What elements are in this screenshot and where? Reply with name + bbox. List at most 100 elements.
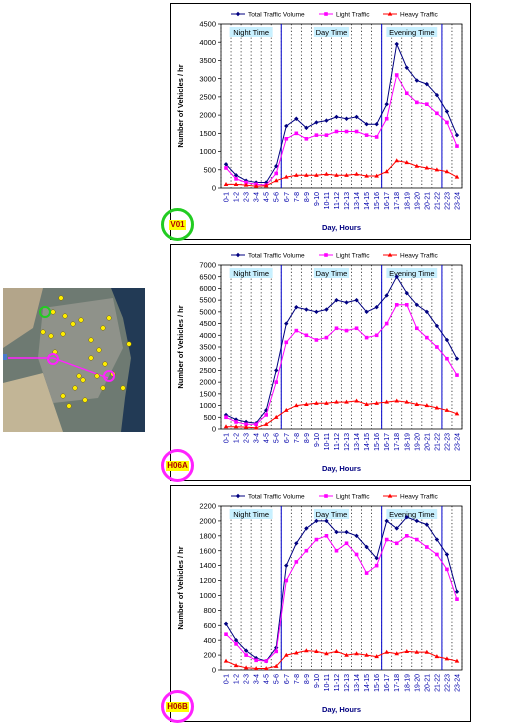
x-tick-label: 20-21 [424, 433, 431, 451]
data-point-heavy [283, 652, 289, 657]
data-point-heavy [314, 648, 319, 653]
data-point-light [384, 116, 389, 121]
x-tick-label: 20-21 [424, 674, 431, 692]
yellow-station-icon [60, 331, 66, 337]
series-light [224, 73, 459, 187]
x-tick-label: 17-18 [394, 674, 401, 692]
legend-label-heavy: Heavy Traffic [400, 253, 439, 260]
data-point-heavy [223, 658, 229, 663]
data-point-light [435, 552, 439, 557]
yellow-station-icon [100, 325, 106, 331]
data-point-heavy [334, 648, 339, 653]
data-point-light [354, 129, 359, 134]
x-axis-title: Day, Hours [322, 223, 361, 232]
x-tick-label: 22-23 [444, 192, 451, 210]
data-point-light [244, 180, 248, 185]
yellow-station-icon [50, 309, 56, 315]
y-tick-label: 2000 [199, 517, 216, 526]
period-label-bg-evening [386, 509, 438, 519]
green-station-icon [39, 306, 51, 318]
legend-marker-light [324, 494, 328, 498]
x-tick-label: 6-7 [284, 433, 291, 443]
x-tick-label: 3-4 [254, 674, 261, 684]
legend-label-heavy: Heavy Traffic [400, 12, 439, 19]
legend-label-heavy: Heavy Traffic [400, 494, 439, 501]
x-tick-label: 7-8 [294, 433, 301, 443]
x-tick-label: 8-9 [304, 433, 311, 443]
station-tag-v01-label: V01 [169, 219, 186, 230]
x-tick-label: 19-20 [414, 192, 421, 210]
chart-h06b: Total Traffic Volume Light Traffic Heavy T… [176, 494, 463, 714]
data-point-light [445, 120, 449, 125]
data-point-light [334, 129, 339, 134]
series-line-heavy [226, 160, 458, 187]
x-tick-label: 15-16 [374, 433, 381, 451]
period-label-evening: Evening Time [389, 28, 434, 37]
data-point-total [284, 123, 289, 129]
x-tick-label: 0-1 [224, 674, 231, 684]
data-point-heavy [263, 666, 269, 671]
data-point-heavy [374, 173, 379, 178]
y-tick-label: 1200 [199, 576, 216, 585]
x-tick-label: 20-21 [424, 192, 431, 210]
series-line-heavy [225, 650, 458, 669]
data-point-total [304, 125, 309, 131]
data-point-light [224, 632, 228, 637]
legend: Total Traffic Volume Light Traffic Heavy T… [231, 12, 439, 19]
data-point-total [394, 274, 399, 279]
data-point-light [284, 137, 289, 141]
y-axis-title: Number of Vehicles / hr [176, 546, 185, 629]
data-point-heavy [233, 424, 239, 429]
period-label-bg-night [229, 27, 273, 37]
x-tick-label: 21-22 [434, 192, 441, 210]
y-tick-label: 4000 [199, 38, 216, 47]
x-tick-label: 4-5 [264, 674, 271, 684]
data-point-total [384, 293, 389, 298]
y-tick-label: 2500 [199, 92, 216, 101]
station-tag-v01: V01 [161, 208, 194, 241]
period-label-bg-evening [386, 268, 438, 278]
y-tick-label: 1600 [199, 546, 216, 555]
y-tick-label: 1000 [199, 401, 216, 410]
x-tick-label: 18-19 [404, 192, 411, 210]
data-point-light [264, 659, 268, 663]
x-tick-label: 5-6 [274, 433, 281, 443]
data-point-total [334, 114, 339, 120]
period-label-night: Night Time [233, 269, 269, 278]
yellow-station-icon [78, 317, 84, 323]
map-desert [3, 288, 43, 348]
data-point-heavy [334, 172, 339, 177]
data-point-light [224, 415, 228, 420]
x-tick-label: 8-9 [304, 674, 311, 684]
series-heavy [223, 158, 460, 188]
y-tick-label: 0 [212, 666, 216, 675]
y-tick-label: 3500 [199, 56, 216, 65]
period-label-night: Night Time [233, 510, 269, 519]
data-point-heavy [454, 658, 460, 663]
x-tick-label: 2-3 [244, 674, 251, 684]
station-location-map [3, 288, 145, 432]
x-tick-label: 7-8 [294, 192, 301, 202]
y-tick-label: 6500 [199, 272, 216, 281]
x-tick-label: 4-5 [264, 433, 271, 443]
series-line-total [225, 275, 458, 424]
data-point-total [404, 65, 409, 70]
x-tick-label: 22-23 [444, 433, 451, 451]
x-tick-label: 11-12 [334, 674, 341, 691]
data-point-heavy [253, 183, 259, 188]
period-label-day: Day Time [316, 28, 348, 37]
data-point-light [394, 73, 399, 77]
yellow-station-icon [58, 295, 64, 301]
data-point-total [364, 309, 369, 315]
data-point-heavy [263, 183, 269, 188]
y-tick-label: 5000 [199, 307, 216, 316]
data-point-total [263, 408, 269, 413]
yellow-station-icon [48, 333, 54, 339]
y-tick-label: 2500 [199, 366, 216, 375]
data-point-heavy [324, 651, 329, 656]
data-point-light [274, 380, 279, 384]
data-point-total [324, 118, 329, 123]
y-tick-label: 800 [203, 606, 216, 615]
data-point-heavy [334, 399, 339, 404]
yellow-station-icon [66, 403, 72, 409]
